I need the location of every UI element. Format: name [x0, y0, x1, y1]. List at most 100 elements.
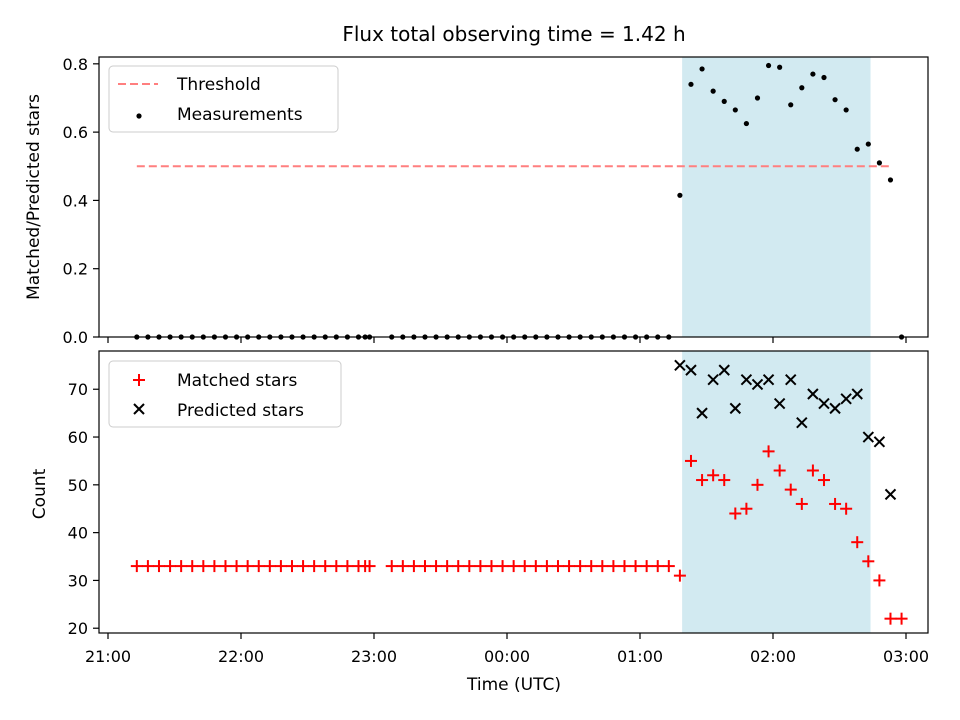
- matched-star-point: [840, 502, 853, 515]
- top-legend-box: [108, 65, 339, 133]
- matched-star-point: [829, 497, 842, 510]
- predicted-star-point: [884, 488, 897, 501]
- matched-star-point: [396, 560, 409, 573]
- measurement-point: [777, 64, 783, 70]
- measurement-point: [843, 107, 849, 113]
- x-tick-label: 23:00: [351, 647, 397, 666]
- matched-star-point: [574, 560, 587, 573]
- measurement-point: [821, 74, 827, 81]
- matched-star-point: [230, 560, 243, 573]
- legend-matched-swatch: [133, 374, 145, 386]
- matched-star-point: [452, 560, 465, 573]
- predicted-star-point: [862, 431, 875, 443]
- bottom-y-tick-label: 30: [68, 571, 88, 590]
- matched-star-point: [263, 560, 276, 573]
- matched-star-point: [884, 612, 897, 625]
- measurement-point: [688, 81, 694, 87]
- predicted-star-point: [807, 388, 819, 400]
- measurement-point: [799, 85, 805, 91]
- matched-star-point: [773, 464, 786, 477]
- bottom-highlight-layer: [682, 351, 871, 633]
- top-y-tick-label: 0.6: [63, 123, 88, 142]
- matched-star-point: [164, 560, 177, 573]
- top-y-ticks: 0.0 0.2 0.4 0.6 0.8: [63, 55, 99, 347]
- predicted-star-point: [740, 373, 753, 386]
- matched-star-point: [817, 474, 830, 487]
- top-x-tick-marks: [107, 337, 907, 343]
- legend-threshold-label: Threshold: [176, 75, 261, 95]
- bottom-legend-box: [108, 360, 342, 428]
- chart-title: Flux total observing time = 1.42 h: [342, 22, 685, 46]
- predicted-star-point: [707, 373, 719, 386]
- matched-star-point: [507, 560, 520, 573]
- matched-star-point: [385, 560, 398, 573]
- predicted-star-point: [829, 402, 841, 415]
- x-tick-label: 21:00: [85, 647, 131, 666]
- matched-star-point: [662, 560, 675, 573]
- top-y-axis-label: Matched/Predicted stars: [24, 94, 44, 300]
- x-tick-label: 22:00: [218, 647, 264, 666]
- measurement-point: [887, 177, 894, 183]
- predicted-star-point: [674, 359, 686, 372]
- matched-star-point: [585, 560, 598, 573]
- top-legend: Threshold Measurements: [108, 65, 339, 133]
- measurement-point: [876, 160, 883, 166]
- x-tick-label: 03:00: [883, 647, 929, 666]
- x-tick-label: 01:00: [617, 647, 663, 666]
- matched-star-point: [219, 560, 232, 573]
- matched-star-point: [629, 560, 642, 573]
- predicted-star-point: [751, 378, 764, 391]
- predicted-star-point: [696, 407, 708, 419]
- matched-star-point: [640, 560, 653, 573]
- matched-star-point: [895, 612, 908, 625]
- legend-measurements-swatch: [136, 113, 142, 119]
- legend-matched-label: Matched stars: [177, 371, 297, 391]
- matched-star-point: [673, 569, 686, 582]
- bottom-plot-frame: [98, 350, 929, 634]
- matched-star-point: [873, 574, 886, 587]
- matched-star-point: [707, 469, 720, 482]
- matched-star-point: [718, 474, 731, 487]
- counts-layer: [130, 359, 908, 625]
- matched-star-point: [684, 454, 697, 467]
- top-plot-frame: [98, 56, 929, 338]
- matched-star-point: [130, 560, 143, 573]
- predicted-star-point: [818, 397, 830, 410]
- top-y-tick-label: 0.0: [63, 328, 88, 347]
- predicted-star-point: [762, 373, 775, 386]
- top-y-tick-label: 0.4: [63, 191, 88, 210]
- matched-star-point: [285, 560, 298, 573]
- legend-measurements-label: Measurements: [177, 105, 303, 125]
- top-panel: 0.00.20.40.60.8 Matched/Predicted stars …: [24, 55, 929, 347]
- matched-star-point: [186, 560, 199, 573]
- measurement-point: [765, 62, 772, 69]
- matched-star-point: [363, 560, 376, 573]
- predicted-star-point: [785, 373, 797, 386]
- matched-star-point: [618, 560, 631, 573]
- x-tick-label: 02:00: [750, 647, 796, 666]
- legend-predicted-label: Predicted stars: [177, 401, 304, 421]
- top-y-tick-label: 0.2: [63, 260, 88, 279]
- predicted-star-point: [685, 364, 697, 376]
- matched-star-point: [851, 536, 864, 549]
- bottom-highlight-span: [682, 351, 871, 633]
- matched-star-point: [651, 560, 664, 573]
- bottom-panel: 20 30 40 50 60 70 21:00 22:00 23:00 00:00 01:00 02…: [30, 350, 929, 695]
- predicted-star-point: [873, 436, 886, 448]
- matched-star-point: [806, 464, 819, 477]
- predicted-star-point: [851, 388, 863, 400]
- matched-star-point: [696, 474, 709, 487]
- matched-star-point: [518, 560, 531, 573]
- matched-star-point: [784, 483, 797, 496]
- matched-star-point: [274, 560, 287, 573]
- measurement-point: [710, 88, 716, 94]
- matched-star-point: [441, 560, 454, 573]
- matched-star-point: [407, 560, 420, 573]
- matched-star-point: [540, 560, 553, 573]
- measurement-point: [832, 97, 838, 103]
- matched-star-point: [762, 445, 775, 458]
- measurement-point: [854, 146, 860, 152]
- matched-star-point: [430, 560, 443, 573]
- matched-star-point: [418, 560, 431, 573]
